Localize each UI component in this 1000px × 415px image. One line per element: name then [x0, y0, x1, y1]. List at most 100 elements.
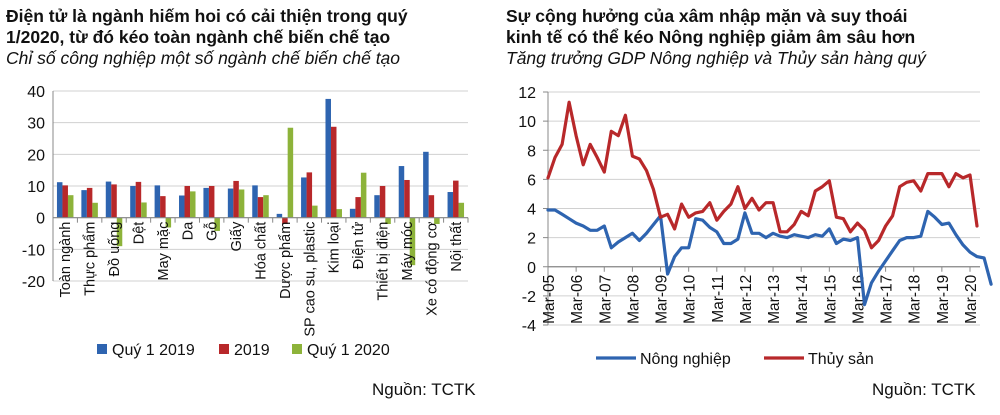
legend-label: Thủy sản — [808, 351, 874, 368]
bar-legend: Quý 1 2019 2019 Quý 1 2020 — [97, 342, 390, 359]
left-title-line2: 1/2020, từ đó kéo toàn ngành chế biến ch… — [6, 27, 391, 47]
bar — [349, 208, 356, 218]
x-tick-label: Mar-11 — [710, 275, 727, 323]
bar — [190, 191, 196, 218]
bar — [287, 127, 294, 218]
bar — [141, 202, 147, 218]
bar-chart: 40 30 20 10 0 -10 -20 Toàn ngành Thực phẩm Đồ uốn… — [22, 84, 469, 359]
x-tick-label: Mar-09 — [654, 275, 671, 324]
y-tick-label: -20 — [22, 274, 45, 291]
right-title-line2: kinh tế có thể kéo Nông nghiệp giảm âm s… — [506, 27, 916, 47]
right-chart-panel: Sự cộng hưởng của xâm nhập mặn và suy th… — [500, 0, 1000, 415]
bar — [203, 187, 209, 218]
bar — [252, 185, 258, 218]
x-tick-label: Mar-19 — [935, 275, 952, 324]
x-category-label: Kim loại — [327, 222, 343, 274]
bar — [62, 185, 68, 218]
bar — [130, 186, 136, 218]
bar — [276, 213, 283, 218]
legend-label: Quý 1 2020 — [307, 342, 390, 359]
x-tick-label: Mar-10 — [682, 274, 699, 323]
legend-swatch — [219, 344, 229, 354]
y-tick-label: 0 — [36, 211, 45, 228]
left-title-line1: Điện tử là ngành hiếm hoi có cải thiện t… — [6, 6, 408, 26]
x-category-label: Xe có động cơ — [424, 221, 440, 316]
bar — [116, 217, 123, 247]
x-category-label: SP cao su, plastic — [302, 222, 318, 337]
bar — [257, 197, 264, 218]
y-tick-label: 30 — [27, 116, 45, 133]
bar — [184, 186, 191, 218]
bar — [179, 195, 185, 218]
bar — [160, 196, 166, 218]
bar — [227, 188, 234, 218]
line-chart: 12 10 8 6 4 2 0 -2 -4 Mar-05 Mar-06 Mar-07 Mar-08 Mar… — [518, 85, 993, 368]
x-category-label: Dệt — [131, 222, 147, 245]
bar — [398, 166, 405, 218]
bar — [312, 205, 318, 218]
bar — [154, 185, 161, 218]
y-tick-label: 8 — [527, 143, 536, 160]
bar — [282, 217, 288, 224]
x-category-label: Nội thất — [449, 222, 465, 272]
bar — [374, 195, 380, 218]
bar — [355, 197, 361, 218]
left-source-note: Nguồn: TCTK — [372, 380, 476, 399]
bar — [56, 182, 63, 218]
bar — [330, 126, 337, 218]
x-tick-label: Mar-14 — [794, 274, 811, 323]
legend-swatch — [97, 344, 107, 354]
left-chart-title: Điện tử là ngành hiếm hoi có cải thiện t… — [6, 6, 496, 48]
x-category-label: Dược phẩm — [278, 222, 294, 299]
y-tick-label: -10 — [22, 242, 45, 259]
bar — [453, 180, 459, 218]
x-category-label: Toàn ngành — [58, 222, 74, 298]
y-tick-label: 4 — [527, 202, 536, 219]
y-tick-label: 2 — [527, 231, 536, 248]
right-chart-subtitle: Tăng trưởng GDP Nông nghiệp và Thủy sản … — [506, 48, 926, 68]
line-legend: Nông nghiệp Thủy sản — [596, 351, 874, 368]
bar — [409, 217, 416, 266]
x-tick-label: Mar-20 — [963, 274, 980, 323]
bar — [360, 172, 367, 218]
x-category-label: Thực phẩm — [83, 222, 99, 296]
bar — [428, 195, 435, 218]
bar — [423, 151, 429, 218]
x-category-label: Giấy — [229, 221, 245, 252]
legend-label: Quý 1 2019 — [112, 342, 195, 359]
bar — [306, 172, 313, 218]
x-tick-label: Mar-17 — [879, 275, 896, 324]
x-tick-label: Mar-13 — [766, 275, 783, 324]
x-category-label: May mặc — [156, 222, 172, 281]
bar — [404, 179, 410, 218]
x-tick-label: Mar-12 — [738, 275, 755, 324]
right-title-line1: Sự cộng hưởng của xâm nhập mặn và suy th… — [506, 6, 908, 26]
y-tick-label: 40 — [27, 84, 45, 101]
y-tick-label: -2 — [522, 289, 536, 306]
bar — [81, 190, 87, 218]
bar — [385, 217, 391, 224]
x-tick-label: Mar-15 — [822, 275, 839, 324]
bar — [111, 184, 117, 218]
bar — [214, 217, 220, 231]
bar — [86, 187, 93, 218]
series-line — [546, 100, 979, 250]
y-tick-label: 0 — [527, 260, 536, 277]
bar — [263, 195, 269, 218]
y-tick-label: 20 — [27, 147, 45, 164]
x-tick-label: Mar-05 — [541, 275, 558, 324]
bar — [92, 202, 98, 218]
x-category-label: Thiết bị điện — [376, 222, 392, 301]
bar — [434, 217, 440, 224]
bar — [238, 189, 245, 218]
y-tick-label: -4 — [522, 318, 536, 335]
legend-label: 2019 — [234, 342, 270, 359]
x-category-label: Gỗ — [204, 222, 221, 241]
right-source-note: Nguồn: TCTK — [872, 380, 976, 399]
bar — [336, 209, 342, 218]
bar — [379, 186, 386, 218]
y-tick-label: 10 — [27, 179, 45, 196]
legend-swatch — [292, 344, 302, 354]
x-category-label: Điện tử — [351, 221, 367, 269]
x-category-label: Đồ uống — [107, 222, 123, 277]
